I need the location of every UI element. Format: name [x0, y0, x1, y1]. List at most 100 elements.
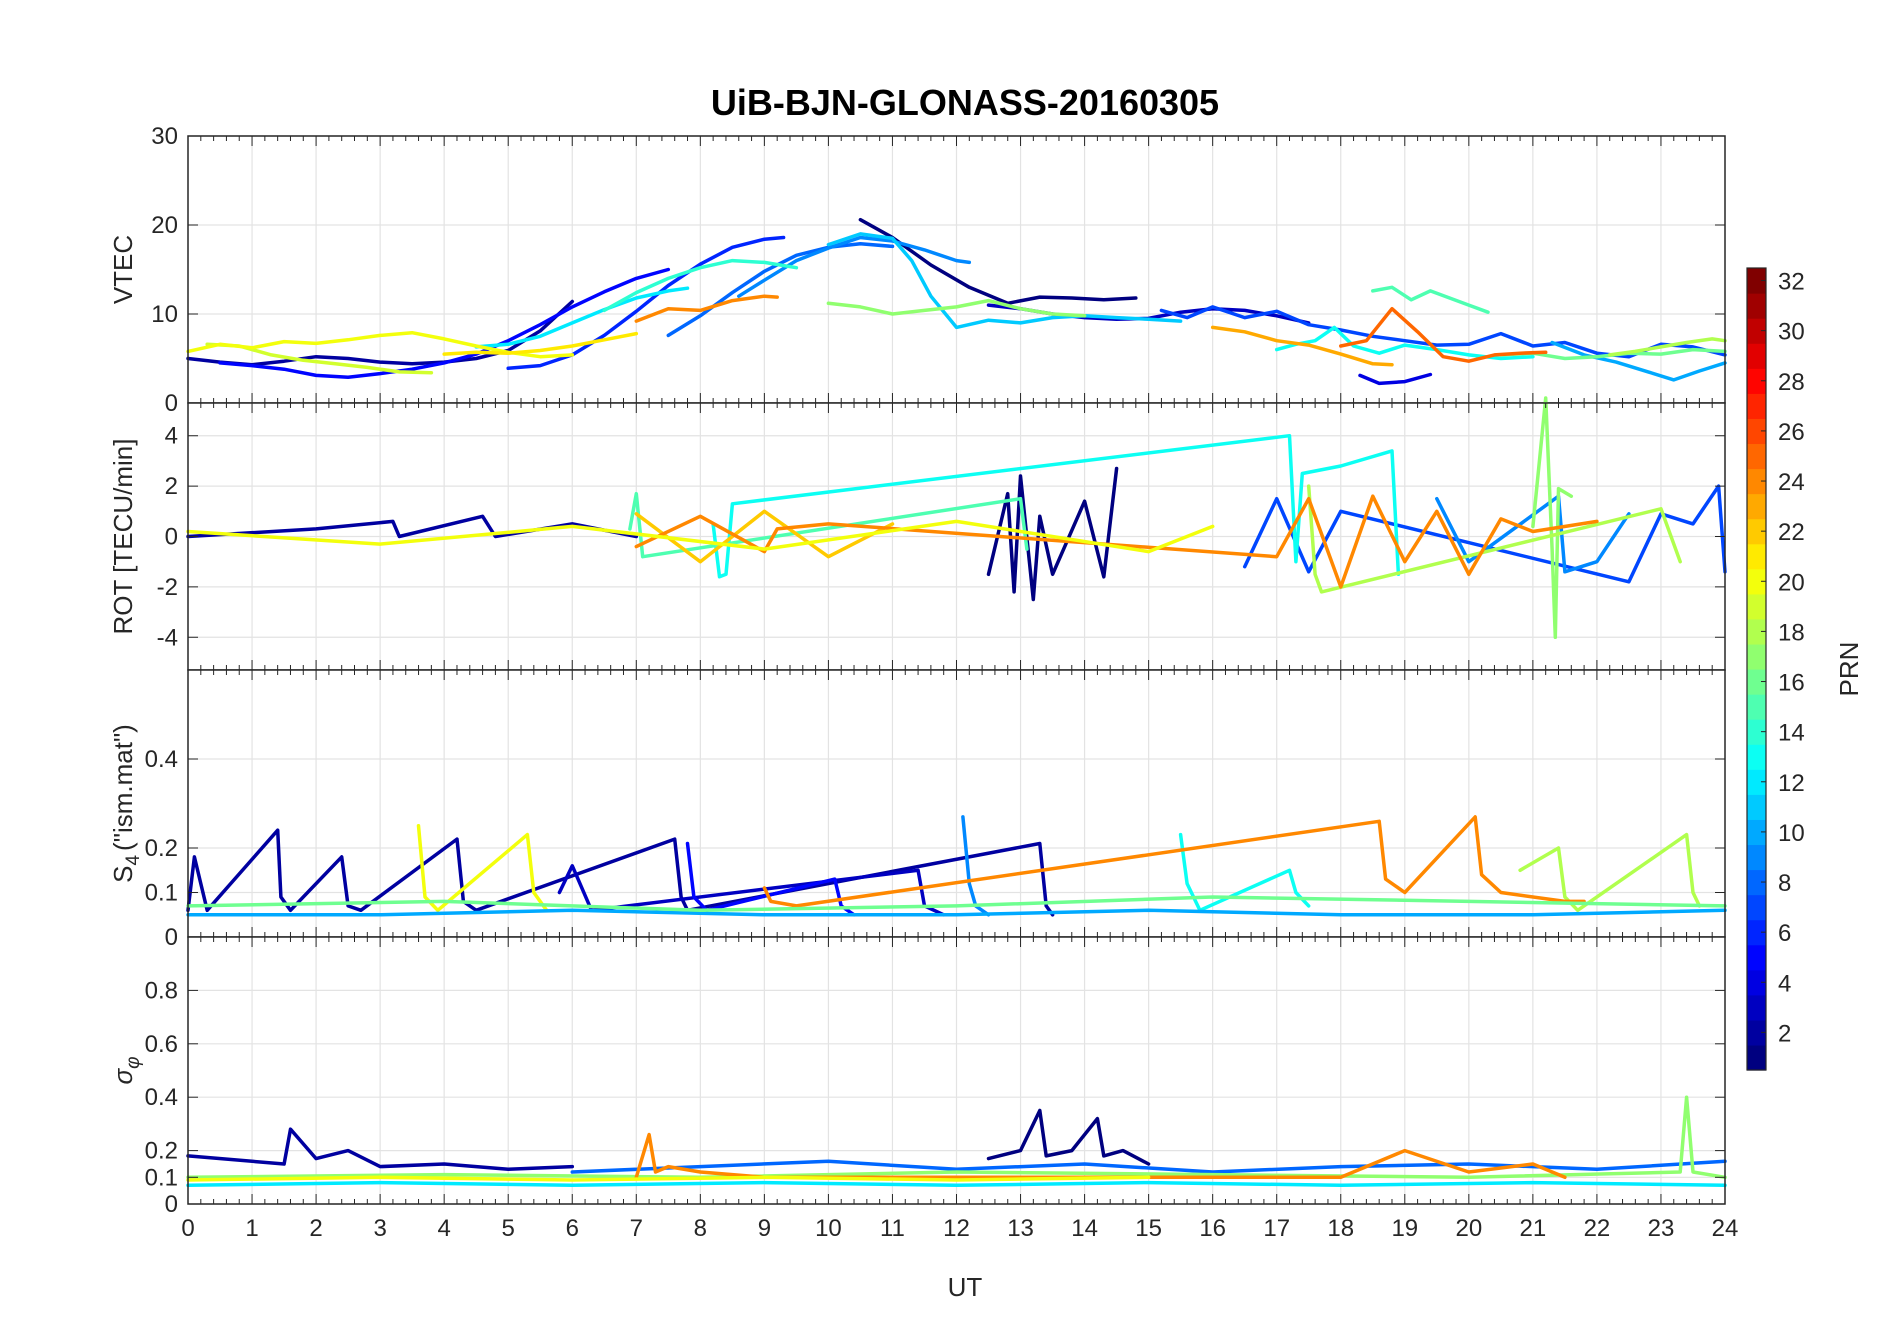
series-prn-13: [711, 433, 1401, 579]
colorbar-tick-label: 22: [1778, 519, 1805, 546]
panel-s4: 0 0.1 0.2 0.4S4("ism.mat"): [108, 669, 1727, 951]
series-prn-1: [986, 1108, 1151, 1166]
y-tick-label: -2: [157, 574, 178, 601]
series-prn-9: [961, 815, 991, 917]
colorbar-tick-label: 6: [1778, 920, 1791, 947]
colorbar-segment: [1747, 543, 1766, 570]
series-prn-24: [762, 815, 1586, 908]
colorbar-tick-label: 24: [1778, 469, 1805, 496]
y-tick-label: 0.2: [145, 1138, 178, 1165]
colorbar-segment: [1747, 944, 1766, 971]
y-tick-label: 2: [165, 473, 178, 500]
y-tick-label: 0.6: [145, 1031, 178, 1058]
x-tick-label: 8: [694, 1215, 707, 1242]
x-tick-label: 12: [943, 1215, 970, 1242]
colorbar-segment: [1747, 694, 1766, 720]
x-tick-label: 9: [758, 1215, 771, 1242]
colorbar-segment: [1747, 669, 1766, 695]
series-prn-12: [186, 1180, 1727, 1188]
y-tick-labels: 0 0.1 0.2 0.4: [145, 746, 1725, 951]
colorbar-tick-label: 4: [1778, 970, 1791, 997]
y-tick-label: 0: [165, 524, 178, 551]
series-group: [186, 217, 1727, 386]
series-prn-7: [1159, 305, 1727, 359]
series-prn-6: [506, 235, 786, 371]
colorbar-segment: [1747, 994, 1766, 1021]
colorbar-segment: [1747, 744, 1766, 770]
colorbar-frame: [1746, 267, 1767, 1071]
x-tick-label: 0: [181, 1215, 194, 1242]
series-prn-23: [1210, 325, 1394, 367]
series-prn-15: [1371, 285, 1490, 314]
x-tick-label: 2: [309, 1215, 322, 1242]
series-prn-17: [1531, 396, 1574, 640]
colorbar-segment: [1747, 468, 1766, 495]
colorbar-segment: [1747, 618, 1766, 645]
colorbar-tick-label: 26: [1778, 419, 1805, 446]
series-group: [186, 1095, 1727, 1188]
series-prn-18: [1607, 337, 1727, 357]
x-tick-label: 16: [1199, 1215, 1226, 1242]
x-tick-label: 10: [815, 1215, 842, 1242]
colorbar-tick-label: 32: [1778, 269, 1805, 296]
x-tick-label: 7: [630, 1215, 643, 1242]
y-tick-label: 30: [151, 123, 178, 150]
y-tick-label: 0: [165, 390, 178, 417]
series-prn-14: [602, 258, 799, 313]
series-prn-11: [826, 232, 1183, 330]
x-tick-label: 1: [245, 1215, 258, 1242]
colorbar-segment: [1747, 493, 1766, 520]
minor-ticks: [187, 403, 1726, 670]
series-prn-16: [186, 895, 1727, 913]
series-prn-25: [1339, 306, 1548, 363]
panel-vtec: 0 10 20 30 VTEC: [108, 123, 1727, 417]
y-tick-label: 0: [165, 924, 178, 951]
series-prn-20: [186, 1175, 1151, 1182]
series-prn-1: [986, 466, 1119, 602]
x-tick-label: 22: [1584, 1215, 1611, 1242]
colorbar-segment: [1747, 518, 1766, 545]
colorbar-tick-label: 10: [1778, 820, 1805, 847]
colorbar-segment: [1747, 418, 1766, 445]
y-tick-label: 0: [165, 1191, 178, 1218]
y-tick-label: 0.1: [145, 1164, 178, 1191]
colorbar-segment: [1747, 368, 1766, 394]
y-axis-label-s4: S4("ism.mat"): [108, 724, 144, 883]
x-tick-label: 6: [566, 1215, 579, 1242]
colorbar-segment: [1747, 769, 1766, 795]
series-prn-20: [416, 824, 549, 913]
series-prn-8: [570, 1159, 1727, 1174]
colorbar-segment: [1747, 568, 1766, 595]
colorbar-segment: [1747, 919, 1766, 946]
minor-ticks: [187, 670, 1726, 937]
x-tick-label: 5: [502, 1215, 515, 1242]
series-prn-15: [628, 491, 1029, 559]
series-prn-5: [218, 267, 671, 379]
series-prn-24: [634, 294, 779, 323]
series-prn-24: [634, 494, 1599, 589]
series-prn-7: [1242, 484, 1727, 584]
colorbar-tick-label: 16: [1778, 670, 1805, 697]
series-prn-17: [826, 298, 1087, 318]
series-prn-9: [737, 235, 972, 298]
x-tick-label: 20: [1455, 1215, 1482, 1242]
y-tick-labels: 0 10 20 30: [151, 123, 1725, 417]
series-prn-10: [186, 908, 1727, 917]
grid: [188, 403, 1725, 670]
colorbar-segment: [1747, 819, 1766, 846]
series-prn-13: [1274, 325, 1535, 361]
x-tick-label: 17: [1263, 1215, 1290, 1242]
colorbar-segment: [1747, 268, 1766, 294]
y-tick-label: 4: [165, 423, 178, 450]
series-prn-2: [186, 1127, 575, 1172]
x-tick-label: 23: [1648, 1215, 1675, 1242]
y-axis-label-vtec: VTEC: [108, 235, 138, 304]
colorbar-segment: [1747, 393, 1766, 419]
colorbar-segment: [1747, 719, 1766, 745]
colorbar-segment: [1747, 894, 1766, 921]
y-tick-label: 0.8: [145, 977, 178, 1004]
x-tick-label: 15: [1135, 1215, 1162, 1242]
